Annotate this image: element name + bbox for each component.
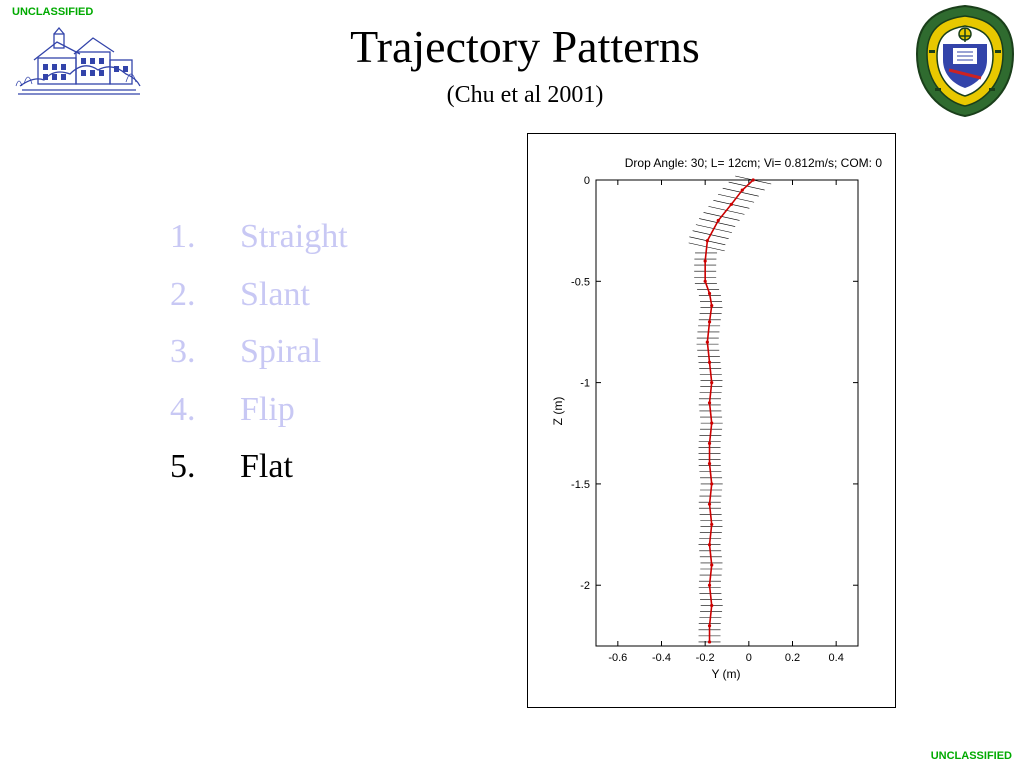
trajectory-point (707, 583, 712, 587)
trajectory-point (710, 304, 714, 308)
list-item-slant: 2. Slant (170, 266, 348, 324)
trajectory-point (729, 202, 733, 206)
list-item-number: 5. (170, 448, 196, 485)
campus-building-sketch-icon (15, 26, 141, 95)
trajectory-chart-frame: Drop Angle: 30; L= 12cm; Vi= 0.812m/s; C… (527, 133, 896, 708)
list-item-number: 2. (170, 275, 196, 313)
trajectory-point (710, 482, 714, 486)
x-tick-label: 0.4 (829, 652, 844, 664)
trajectory-point (716, 218, 720, 223)
trajectory-point (707, 624, 712, 628)
trajectory-point (707, 401, 712, 405)
trajectory-point (703, 279, 707, 283)
y-tick-label: -1 (580, 378, 590, 390)
trajectory-point (707, 291, 712, 296)
trajectory-chart: Drop Angle: 30; L= 12cm; Vi= 0.812m/s; C… (551, 156, 883, 681)
x-tick-label: -0.2 (696, 652, 715, 664)
plot-area (595, 179, 859, 647)
trajectory-point (705, 239, 709, 243)
list-item-number: 3. (170, 333, 196, 370)
list-item-number: 1. (170, 218, 196, 255)
list-item-label: Flip (240, 390, 295, 428)
trajectory-point (740, 188, 744, 192)
chart-x-axis-label: Y (m) (711, 667, 740, 681)
classification-banner-bottom: UNCLASSIFIED (930, 750, 1012, 762)
trajectory-point (710, 603, 714, 608)
trajectory-point (710, 563, 714, 567)
slide-title: Trajectory Patterns (350, 21, 700, 72)
list-item-flip: 4. Flip (170, 381, 348, 439)
trajectory-point (751, 178, 755, 182)
trajectory-point (710, 522, 714, 527)
list-item-label: Straight (240, 218, 348, 255)
slide-subtitle: (Chu et al 2001) (446, 82, 604, 108)
list-item-label: Spiral (240, 333, 322, 370)
y-tick-label: 0 (584, 175, 590, 187)
trajectory-point (710, 421, 714, 425)
x-tick-label: 0.2 (785, 652, 800, 664)
y-tick-label: -2 (580, 580, 590, 592)
x-tick-label: -0.6 (608, 652, 627, 664)
x-tick-label: -0.4 (652, 652, 671, 664)
trajectory-point (707, 502, 712, 506)
x-tick-label: 0 (746, 652, 752, 664)
trajectory-point (703, 259, 707, 263)
chart-title: Drop Angle: 30; L= 12cm; Vi= 0.812m/s; C… (625, 156, 883, 170)
y-tick-label: -1.5 (571, 479, 590, 491)
classification-banner-top: UNCLASSIFIED (12, 6, 94, 18)
trajectory-pattern-list: 1. Straight 2. Slant 3. Spiral 4. Flip 5. Fla… (170, 208, 348, 496)
naval-postgraduate-school-seal-icon (915, 4, 1015, 118)
trajectory-point (707, 320, 712, 324)
list-item-label: Slant (240, 275, 310, 313)
chart-y-axis-label: Z (m) (551, 397, 565, 426)
list-item-flat: 5. Flat (170, 438, 348, 496)
trajectory-point (707, 441, 712, 445)
y-tick-label: -0.5 (571, 276, 590, 288)
list-item-number: 4. (170, 390, 196, 428)
trajectory-point (710, 381, 714, 385)
trajectory-point (707, 462, 712, 466)
trajectory-point (705, 340, 709, 344)
trajectory-line (704, 179, 754, 642)
trajectory-point (707, 640, 712, 644)
list-item-straight: 1. Straight (170, 208, 348, 266)
trajectory-point (707, 360, 712, 364)
list-item-label: Flat (240, 448, 293, 485)
trajectory-point (707, 543, 712, 547)
list-item-spiral: 3. Spiral (170, 323, 348, 381)
